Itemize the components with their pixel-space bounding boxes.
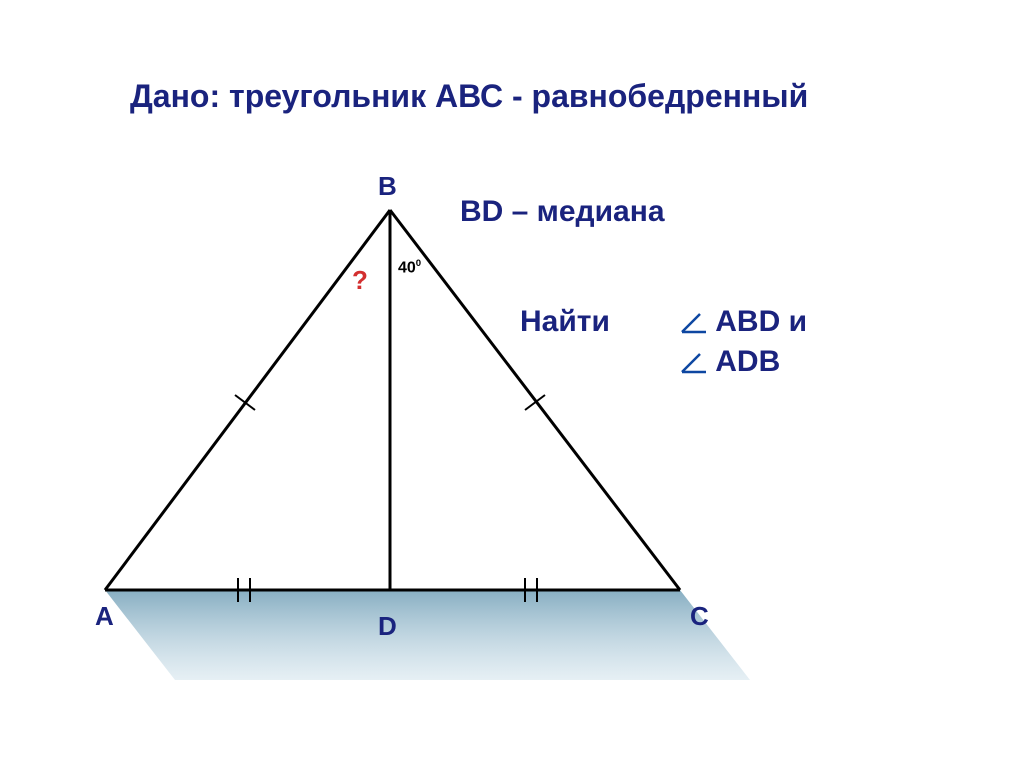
triangle-diagram: A B C D bbox=[0, 0, 1024, 767]
angle-dbc-value: 400 bbox=[398, 258, 421, 277]
vertex-labels: A B C D bbox=[95, 171, 709, 641]
triangle-lines bbox=[105, 210, 680, 590]
triangle-shadow bbox=[105, 590, 750, 680]
question-mark: ? bbox=[352, 265, 368, 296]
svg-text:A: A bbox=[95, 601, 114, 631]
svg-text:C: C bbox=[690, 601, 709, 631]
svg-text:B: B bbox=[378, 171, 397, 201]
svg-text:D: D bbox=[378, 611, 397, 641]
